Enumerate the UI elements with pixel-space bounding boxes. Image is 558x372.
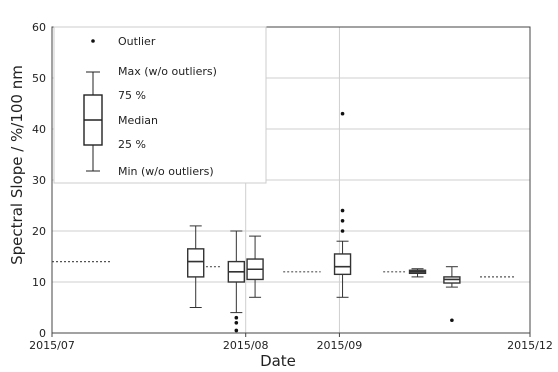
- legend-q1: 25 %: [118, 138, 146, 151]
- y-axis-label: Spectral Slope / %/100 nm: [8, 65, 26, 265]
- y-tick-label-6: 60: [32, 21, 46, 34]
- box-1-outlier-3: [234, 328, 239, 333]
- legend-max: Max (w/o outliers): [118, 65, 217, 78]
- y-tick-label-1: 10: [32, 276, 46, 289]
- x-tick-labels: 2015/07 2015/08 2015/09 2015/12: [29, 339, 553, 352]
- box-3-outlier-3: [340, 229, 345, 233]
- axes: [51, 26, 531, 337]
- x-tick-label-0: 2015/07: [29, 339, 75, 352]
- box-3-iqr: [333, 253, 352, 276]
- box-4: [408, 268, 427, 278]
- legend-outlier: Outlier: [118, 35, 156, 48]
- box-3-outlier-0: [340, 111, 345, 116]
- y-tick-label-2: 20: [32, 225, 46, 238]
- box-2: [246, 235, 264, 298]
- legend-median: Median: [118, 114, 158, 127]
- reference-lines: [52, 261, 515, 278]
- box-3: [333, 111, 352, 298]
- box-1-outlier-2: [234, 321, 239, 325]
- y-tick-label-3: 30: [32, 174, 46, 187]
- box-3-outlier-2: [340, 219, 345, 223]
- y-tick-label-5: 50: [32, 72, 46, 85]
- plot-frame: [51, 26, 531, 334]
- y-tick-label-0: 0: [39, 327, 46, 340]
- legend-box-sample: [83, 71, 103, 172]
- x-axis-label: Date: [260, 352, 296, 370]
- x-tick-label-2: 2015/09: [317, 339, 363, 352]
- legend-q3: 75 %: [118, 89, 146, 102]
- y-tick-labels: 0 10 20 30 40 50 60: [32, 21, 46, 340]
- box-series: [187, 111, 461, 333]
- legend-outlier-marker: [91, 39, 95, 43]
- y-tick-label-4: 40: [32, 123, 46, 136]
- box-1: [227, 137, 246, 333]
- box-5: [443, 266, 461, 323]
- box-3-outlier-1: [340, 208, 345, 213]
- box-5-outlier-0: [450, 318, 454, 323]
- x-tick-label-1: 2015/08: [223, 339, 269, 352]
- box-1-outlier-1: [234, 315, 239, 320]
- x-tick-label-3: 2015/12: [507, 339, 553, 352]
- box-0: [187, 225, 205, 308]
- box-0-iqr: [187, 248, 205, 278]
- legend: Outlier Max (w/o outliers) 75 % Median 2…: [53, 26, 267, 184]
- legend-min: Min (w/o outliers): [118, 165, 214, 178]
